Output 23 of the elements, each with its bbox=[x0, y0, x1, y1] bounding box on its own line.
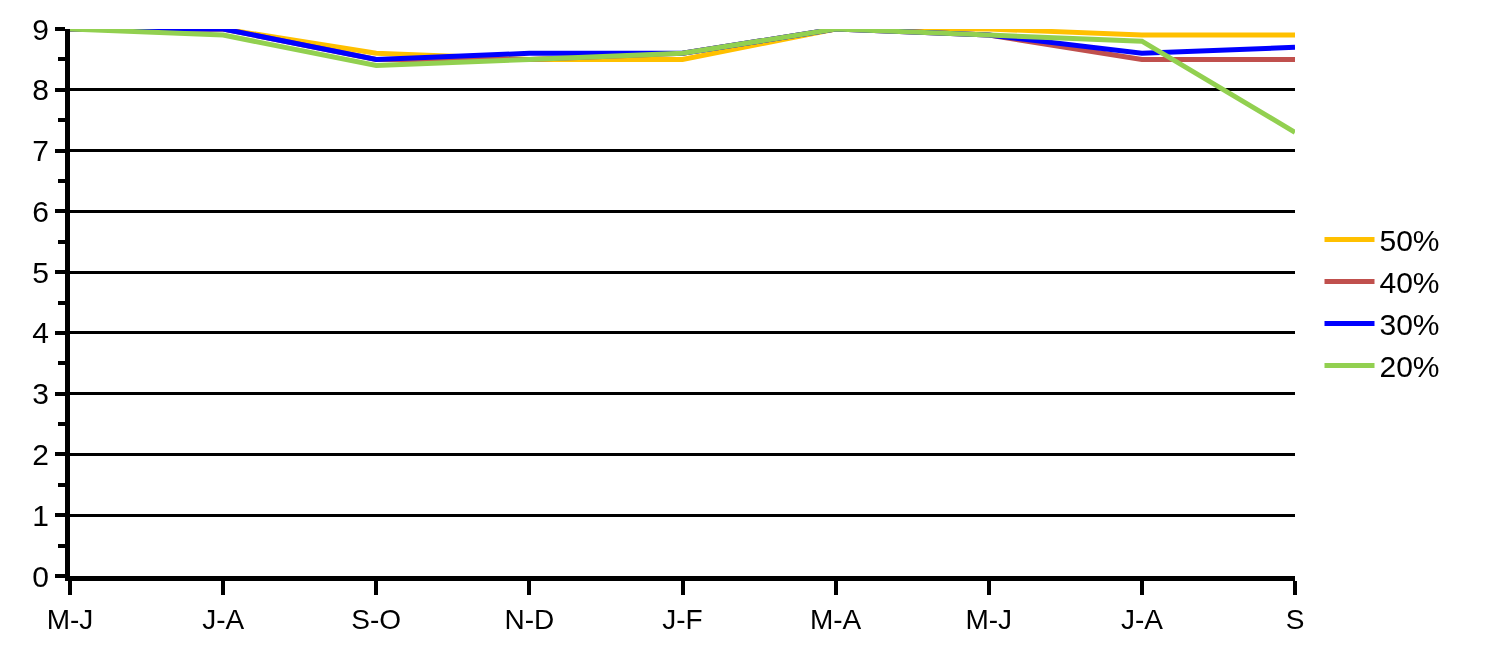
y-tick-label: 0 bbox=[32, 559, 49, 593]
x-tick-label: J-A bbox=[202, 603, 245, 635]
x-tick-label: M-J bbox=[965, 603, 1013, 635]
legend-label: 40% bbox=[1379, 266, 1440, 300]
legend-label: 20% bbox=[1379, 350, 1440, 384]
y-tick-label: 6 bbox=[32, 194, 49, 228]
y-tick-label: 9 bbox=[32, 12, 49, 46]
x-tick-label: M-J bbox=[46, 603, 94, 635]
legend-label: 50% bbox=[1379, 224, 1440, 258]
x-tick-label: S-O bbox=[351, 603, 402, 635]
x-tick-label: J-F bbox=[662, 603, 703, 635]
y-tick-label: 3 bbox=[32, 377, 49, 411]
legend-label: 30% bbox=[1379, 308, 1440, 342]
y-tick-label: 2 bbox=[32, 437, 49, 471]
x-tick-label: S bbox=[1285, 603, 1305, 635]
x-tick-label: N-D bbox=[504, 603, 555, 635]
y-tick-label: 7 bbox=[32, 134, 49, 168]
y-tick-label: 8 bbox=[32, 73, 49, 107]
x-tick-label: J-A bbox=[1120, 603, 1164, 635]
y-tick-label: 4 bbox=[32, 316, 49, 350]
y-tick-label: 5 bbox=[32, 255, 49, 289]
x-tick-label: M-A bbox=[809, 603, 862, 635]
y-tick-label: 1 bbox=[32, 498, 49, 532]
